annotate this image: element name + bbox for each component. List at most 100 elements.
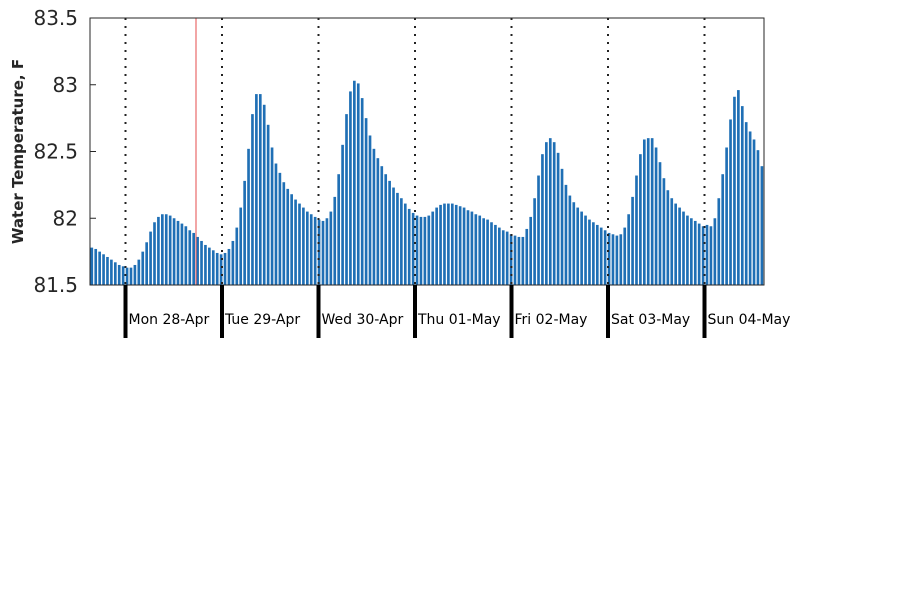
temperature-bar xyxy=(517,236,521,285)
temperature-bar xyxy=(419,216,423,285)
temperature-bar xyxy=(305,211,309,285)
temperature-bar xyxy=(494,224,497,285)
temperature-bar xyxy=(121,266,125,285)
temperature-bar xyxy=(674,203,677,285)
temperature-bar xyxy=(744,122,748,285)
temperature-bar xyxy=(431,211,435,285)
temperature-bar xyxy=(407,208,411,285)
temperature-bar xyxy=(227,248,231,285)
temperature-bar xyxy=(682,211,685,285)
temperature-bar xyxy=(415,215,419,285)
temperature-bar xyxy=(458,206,462,285)
temperature-bar xyxy=(552,142,556,285)
temperature-bar xyxy=(615,235,619,285)
temperature-bar xyxy=(180,223,184,285)
temperature-bar xyxy=(654,147,658,285)
temperature-bar xyxy=(501,230,505,285)
temperature-bar xyxy=(490,222,493,285)
temperature-bar xyxy=(670,198,674,285)
temperature-bar xyxy=(713,218,717,285)
temperature-bar xyxy=(168,215,172,285)
temperature-bar xyxy=(560,168,564,285)
temperature-bar xyxy=(317,219,321,285)
temperature-bar xyxy=(733,96,736,286)
temperature-bar xyxy=(564,184,568,286)
temperature-bar xyxy=(474,214,478,285)
temperature-bar xyxy=(360,98,364,285)
temperature-bar xyxy=(642,139,646,285)
day-tick-label: Mon 28-Apr xyxy=(129,312,210,328)
temperature-bar xyxy=(443,203,446,285)
temperature-bar xyxy=(282,182,286,285)
temperature-bar xyxy=(94,248,98,285)
temperature-bar xyxy=(133,264,137,285)
temperature-bar xyxy=(106,256,109,285)
temperature-bar xyxy=(333,196,337,285)
temperature-bar xyxy=(650,138,654,285)
temperature-bar xyxy=(584,215,587,285)
temperature-bar xyxy=(90,247,94,285)
temperature-bar xyxy=(208,247,211,285)
day-tick-label: Sun 04-May xyxy=(708,312,791,328)
temperature-bar xyxy=(635,175,638,285)
temperature-bar xyxy=(196,236,199,285)
temperature-bar xyxy=(623,227,627,285)
temperature-bar xyxy=(396,192,399,285)
temperature-bar xyxy=(215,252,219,285)
temperature-bar xyxy=(721,174,725,285)
temperature-bar xyxy=(690,218,693,285)
temperature-bar xyxy=(172,218,176,285)
temperature-bar xyxy=(619,234,623,285)
temperature-bar xyxy=(290,194,293,285)
temperature-bar xyxy=(752,139,756,285)
temperature-bar xyxy=(235,227,239,285)
day-tick-label: Wed 30-Apr xyxy=(322,312,404,328)
temperature-bar xyxy=(756,150,760,285)
y-axis: 81.5 82 82.5 83 83.5 xyxy=(33,6,96,297)
temperature-bar xyxy=(403,203,407,285)
temperature-bar xyxy=(556,152,560,285)
temperature-bar xyxy=(262,104,266,285)
temperature-bar xyxy=(411,212,415,285)
temperature-bar xyxy=(729,119,732,286)
temperature-bar xyxy=(211,250,215,285)
temperature-bar xyxy=(701,226,705,285)
temperature-bar xyxy=(427,215,431,285)
temperature-bar xyxy=(239,207,243,285)
temperature-bar xyxy=(313,216,317,285)
temperature-bar xyxy=(529,216,533,285)
temperature-bar xyxy=(298,203,301,285)
x-axis: Mon 28-Apr Tue 29-Apr Wed 30-Apr Thu 01-May… xyxy=(123,285,791,338)
temperature-bar xyxy=(321,220,325,285)
temperature-bar xyxy=(646,138,650,285)
temperature-bar xyxy=(117,264,121,285)
temperature-bar xyxy=(368,135,372,285)
temperature-bar xyxy=(572,202,576,285)
temperature-bar xyxy=(678,207,681,285)
temperature-bar xyxy=(705,224,709,285)
temperature-bar xyxy=(184,226,188,285)
temperature-bar xyxy=(247,148,250,285)
temperature-bar xyxy=(102,254,105,285)
temperature-bar xyxy=(98,251,101,286)
y-tick-label: 82 xyxy=(53,206,78,230)
temperature-bar xyxy=(204,244,207,285)
temperature-bar xyxy=(384,174,388,285)
temperature-bar xyxy=(149,231,152,285)
temperature-bar xyxy=(200,240,203,285)
temperature-bar xyxy=(113,262,117,285)
temperature-bar xyxy=(740,106,744,285)
temperature-bar xyxy=(580,211,583,285)
temperature-bar xyxy=(447,203,450,285)
temperature-bar xyxy=(294,199,297,285)
temperature-bar xyxy=(364,118,368,286)
temperature-bar xyxy=(141,251,145,286)
temperature-bar xyxy=(435,207,438,285)
temperature-bar xyxy=(255,94,258,285)
temperature-bar xyxy=(482,218,485,285)
day-tick-label: Sat 03-May xyxy=(611,312,690,328)
temperature-bar xyxy=(137,259,141,285)
day-tick-label: Tue 29-Apr xyxy=(224,312,300,328)
temperature-bar xyxy=(686,215,689,285)
temperature-bar xyxy=(380,166,384,285)
